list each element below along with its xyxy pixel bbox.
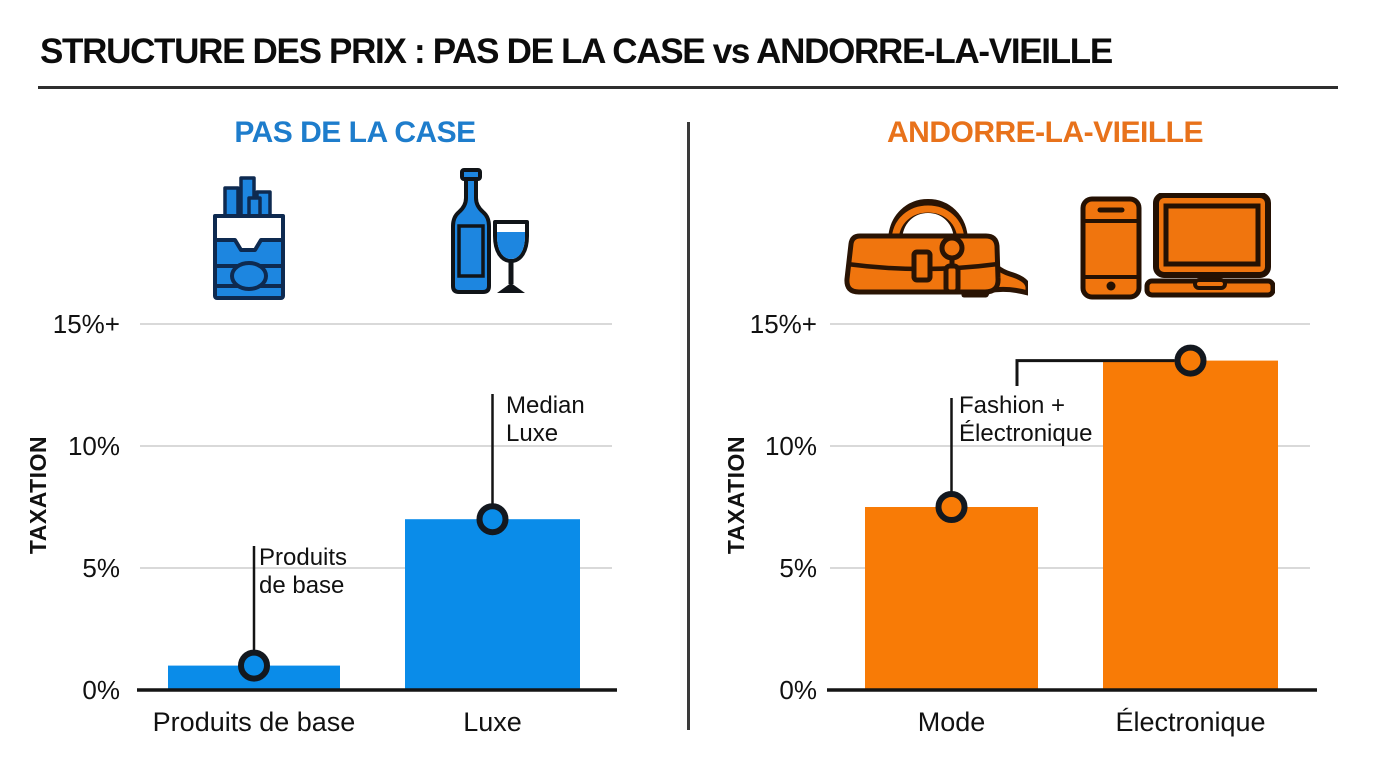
y-axis-title: TAXATION <box>25 436 51 554</box>
y-tick-label: 15%+ <box>53 309 120 339</box>
bar <box>405 519 580 690</box>
phone-and-laptop-icon <box>1080 193 1275 300</box>
bar-marker <box>1174 344 1207 377</box>
x-axis-label: Produits de base <box>153 707 356 737</box>
panel-title-andorre-la-vieille: ANDORRE-LA-VIEILLE <box>887 116 1204 149</box>
chart-pas-de-la-case: 15%+ 10% 5% 0% TAXATION Produits de base Luxe P… <box>25 309 617 737</box>
chart-andorre-la-vieille: 15%+ 10% 5% 0% TAXATION Mode Électronique Fashi… <box>723 309 1317 737</box>
y-tick-label: 10% <box>765 431 817 461</box>
y-tick-label: 15%+ <box>750 309 817 339</box>
annotation-label: Median Luxe <box>506 392 585 447</box>
bar-marker <box>935 491 968 523</box>
wine-bottle-and-glass-icon <box>451 168 529 294</box>
y-tick-label: 10% <box>68 431 120 461</box>
bar <box>1103 360 1278 690</box>
x-axis-label: Mode <box>918 707 986 737</box>
page-title: STRUCTURE DES PRIX : PAS DE LA CASE vs A… <box>40 32 1113 71</box>
handbag-and-heel-icon <box>844 199 1028 298</box>
annotation-label: Fashion + Électronique <box>959 392 1092 447</box>
x-axis-label: Électronique <box>1115 707 1265 737</box>
bar-marker <box>238 649 270 682</box>
cigarette-pack-icon <box>213 176 285 300</box>
x-axis-label: Luxe <box>463 707 522 737</box>
y-tick-label: 5% <box>82 553 120 583</box>
y-tick-label: 0% <box>82 675 120 705</box>
bar <box>865 507 1038 690</box>
y-tick-label: 0% <box>779 675 817 705</box>
annotation-label: Produits de base <box>259 544 347 599</box>
panel-title-pas-de-la-case: PAS DE LA CASE <box>234 116 476 149</box>
panel-divider <box>687 122 690 730</box>
y-tick-label: 5% <box>779 553 817 583</box>
bar-marker <box>476 503 509 536</box>
annotation-bracket <box>1015 359 1175 386</box>
y-axis-title: TAXATION <box>723 436 749 554</box>
header-rule <box>38 86 1338 89</box>
